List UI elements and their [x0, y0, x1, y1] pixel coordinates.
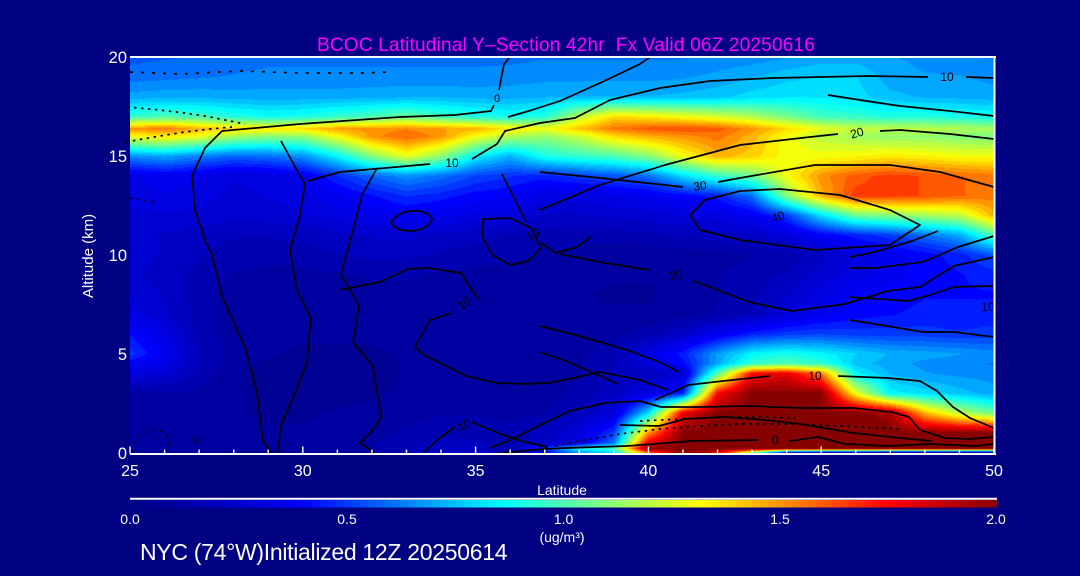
- svg-text:1.5: 1.5: [770, 511, 790, 527]
- svg-text:20: 20: [668, 267, 684, 283]
- svg-text:50: 50: [985, 463, 1003, 480]
- svg-text:0: 0: [494, 93, 500, 105]
- svg-text:40: 40: [640, 463, 658, 480]
- svg-text:0.5: 0.5: [337, 511, 357, 527]
- svg-text:45: 45: [812, 463, 830, 480]
- svg-text:20: 20: [849, 124, 866, 141]
- svg-text:40: 40: [769, 208, 787, 226]
- svg-text:10: 10: [455, 416, 473, 434]
- svg-text:20: 20: [109, 49, 127, 67]
- svg-text:35: 35: [467, 463, 485, 480]
- svg-text:10: 10: [940, 70, 954, 84]
- svg-text:25: 25: [121, 463, 139, 480]
- svg-text:30: 30: [294, 463, 312, 480]
- svg-text:30: 30: [692, 178, 707, 194]
- svg-text:10: 10: [981, 300, 995, 314]
- svg-text:0.0: 0.0: [120, 511, 140, 527]
- svg-text:1.0: 1.0: [554, 511, 574, 527]
- svg-text:5: 5: [118, 346, 127, 364]
- svg-text:(ug/m³): (ug/m³): [539, 529, 584, 545]
- svg-text:BCOC Latitudinal Y–Section 42h: BCOC Latitudinal Y–Section 42hr Fx Valid…: [317, 35, 815, 56]
- svg-text:2.0: 2.0: [986, 511, 1006, 527]
- svg-text:0: 0: [540, 443, 546, 455]
- svg-text:0: 0: [118, 445, 127, 463]
- svg-text:Latitude: Latitude: [537, 482, 587, 498]
- svg-text:10: 10: [808, 369, 822, 383]
- svg-text:10: 10: [524, 224, 543, 243]
- svg-text:10: 10: [445, 156, 459, 170]
- svg-text:10: 10: [109, 247, 127, 265]
- svg-text:15: 15: [109, 148, 127, 166]
- svg-text:NYC (74°W)Initialized 12Z 2025: NYC (74°W)Initialized 12Z 20250614: [140, 539, 508, 565]
- svg-text:0: 0: [772, 433, 779, 447]
- svg-text:Altitude (km): Altitude (km): [80, 214, 97, 298]
- svg-text:10: 10: [455, 293, 474, 312]
- svg-text:0: 0: [193, 435, 199, 447]
